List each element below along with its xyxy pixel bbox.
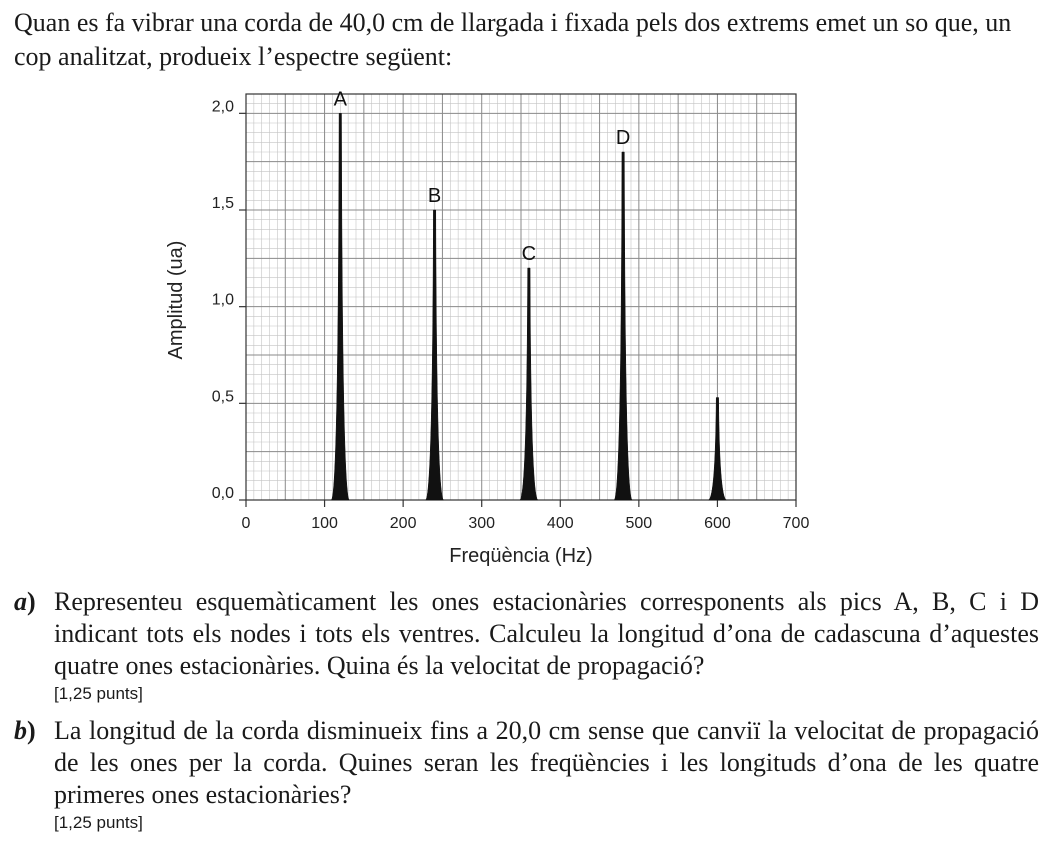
peak-label-d: D [616,127,630,149]
x-tick-label: 0 [242,515,251,532]
peak-a [331,113,350,501]
peak-d [613,151,633,501]
peak-label-c: C [522,243,536,265]
question-b-text: La longitud de la corda disminueix fins … [54,716,1039,809]
question-b-letter: b) [14,716,36,745]
peak-label-a: A [334,88,348,110]
x-tick-label: 100 [311,515,338,532]
x-tick-label: 300 [468,515,495,532]
x-tick-label: 500 [626,515,653,532]
axis-ticks [239,112,797,507]
problem-statement: Quan es fa vibrar una corda de 40,0 cm d… [14,8,1012,71]
y-tick-label: 1,5 [212,195,234,212]
spectrum-peaks [331,113,727,501]
x-tick-label: 200 [390,515,417,532]
y-tick-label: 1,0 [212,292,234,309]
y-tick-labels: 0,0 0,5 1,0 1,5 2,0 [212,98,234,502]
question-a-text: Representeu esquemàticament les ones est… [54,587,1039,680]
peak-label-b: B [428,185,441,207]
question-b-letter-text: b [14,716,27,745]
peak-600 [708,397,727,501]
y-tick-label: 0,5 [212,388,234,405]
question-a-letter-text: a [14,587,27,616]
frequency-spectrum-chart: A B C D 0 100 200 300 400 500 600 700 0,0 0,5 1,0 1,5… [165,88,810,567]
x-tick-label: 400 [547,515,574,532]
y-tick-label: 0,0 [212,485,234,502]
y-tick-label: 2,0 [212,98,234,115]
peak-c [519,267,539,501]
x-tick-labels: 0 100 200 300 400 500 600 700 [242,515,810,532]
question-a-letter: a) [14,587,36,616]
x-axis-label: Freqüència (Hz) [449,545,592,567]
y-axis-label: Amplitud (ua) [165,241,187,360]
peak-b [425,209,444,501]
x-tick-label: 600 [704,515,731,532]
x-tick-label: 700 [783,515,810,532]
question-a: a) Representeu esquemàticament les ones … [14,586,1039,706]
question-a-points: [1,25 punts] [54,684,143,703]
question-b-points: [1,25 punts] [54,813,143,832]
question-b: b) La longitud de la corda disminueix fi… [14,715,1039,835]
peak-labels: A B C D [334,88,631,265]
